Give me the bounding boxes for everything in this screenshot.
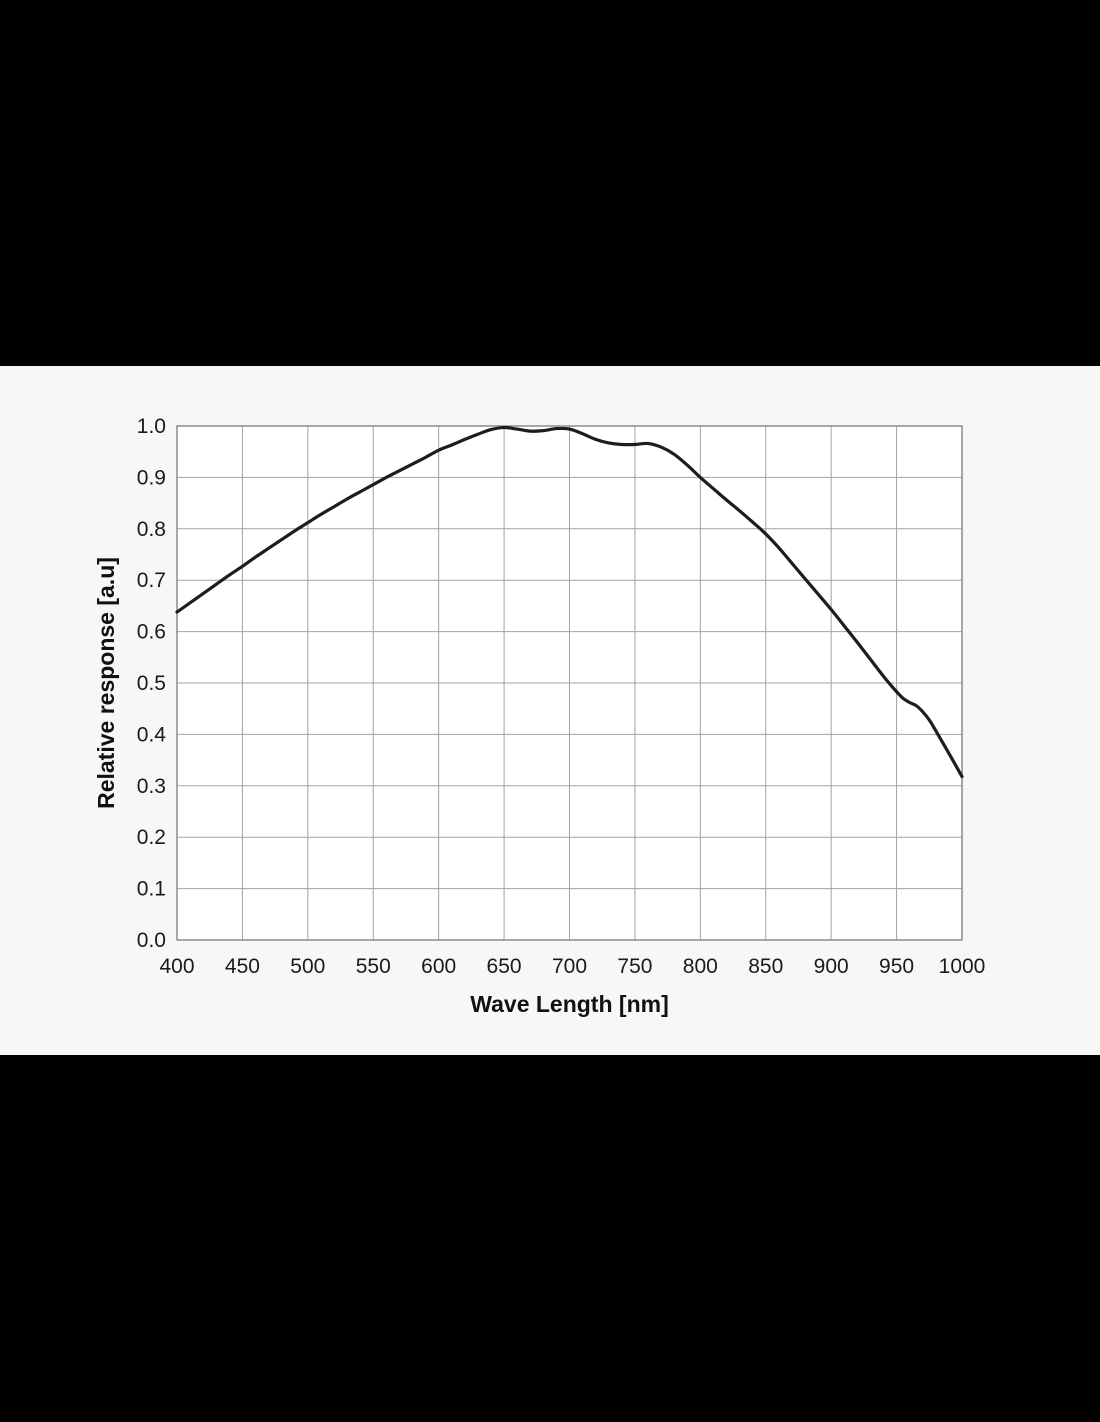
letterbox-bottom	[0, 1055, 1100, 1422]
x-tick-label: 550	[356, 955, 391, 978]
relative-response-line-chart: 400 450 500 550 600 650 700 750 800 850 900 950 1000…	[93, 415, 985, 1017]
y-tick-label: 0.1	[137, 878, 166, 901]
x-axis-title: Wave Length [nm]	[470, 991, 668, 1017]
x-tick-label: 450	[225, 955, 260, 978]
gridlines	[177, 426, 962, 940]
x-tick-label: 500	[290, 955, 325, 978]
x-tick-label: 600	[421, 955, 456, 978]
y-tick-label: 0.5	[137, 672, 166, 695]
x-tick-label: 850	[748, 955, 783, 978]
y-tick-label: 0.2	[137, 826, 166, 849]
y-axis-tick-labels: 0.0 0.1 0.2 0.3 0.4 0.5 0.6 0.7 0.8 0.9 1.0	[137, 415, 167, 952]
x-tick-label: 950	[879, 955, 914, 978]
x-axis-tick-labels: 400 450 500 550 600 650 700 750 800 850 900 950 1000	[159, 955, 985, 978]
x-tick-label: 900	[814, 955, 849, 978]
x-tick-label: 700	[552, 955, 587, 978]
x-tick-label: 650	[487, 955, 522, 978]
plot-frame	[176, 425, 963, 941]
x-tick-label: 800	[683, 955, 718, 978]
y-tick-label: 0.0	[137, 929, 166, 952]
x-tick-label: 1000	[939, 955, 986, 978]
x-tick-label: 400	[159, 955, 194, 978]
y-tick-label: 0.9	[137, 466, 166, 489]
spectral-response-chart-panel: 400 450 500 550 600 650 700 750 800 850 900 950 1000…	[0, 366, 1100, 1055]
response-curve	[175, 425, 964, 779]
y-axis-title: Relative response [a.u]	[93, 557, 119, 809]
y-tick-label: 0.7	[137, 569, 166, 592]
y-tick-label: 0.6	[137, 621, 166, 644]
y-tick-label: 1.0	[137, 415, 166, 438]
y-tick-label: 0.8	[137, 518, 166, 541]
y-tick-label: 0.3	[137, 775, 166, 798]
letterbox-top	[0, 0, 1100, 366]
x-tick-label: 750	[617, 955, 652, 978]
y-tick-label: 0.4	[137, 723, 167, 746]
